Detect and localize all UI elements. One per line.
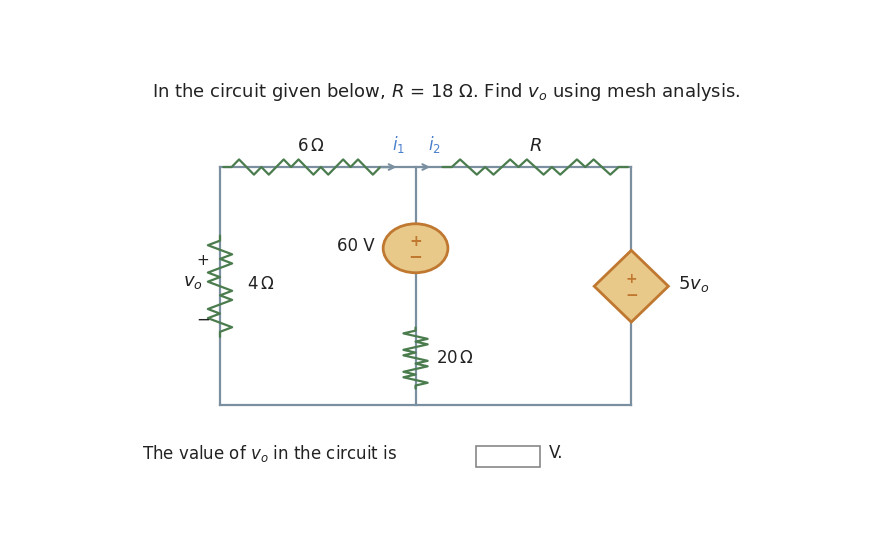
Text: V.: V. [548, 444, 563, 462]
Text: $4\,\Omega$: $4\,\Omega$ [247, 275, 274, 293]
Text: $6\,\Omega$: $6\,\Omega$ [297, 137, 324, 155]
Text: +: + [408, 234, 421, 249]
Text: $5v_o$: $5v_o$ [678, 274, 709, 294]
Text: $i_2$: $i_2$ [428, 134, 441, 155]
Text: In the circuit given below, $R$ = 18 $\Omega$. Find $v_o$ using mesh analysis.: In the circuit given below, $R$ = 18 $\O… [151, 81, 740, 102]
Text: +: + [196, 253, 209, 269]
Text: $20\,\Omega$: $20\,\Omega$ [435, 349, 474, 367]
Text: −: − [196, 311, 209, 329]
FancyBboxPatch shape [475, 447, 540, 467]
Text: $R$: $R$ [528, 137, 541, 155]
Ellipse shape [382, 224, 448, 273]
Text: 60 V: 60 V [337, 237, 375, 255]
Text: +: + [625, 272, 636, 286]
Text: The value of $v_o$ in the circuit is: The value of $v_o$ in the circuit is [143, 443, 397, 464]
Text: −: − [408, 247, 422, 265]
Text: $i_1$: $i_1$ [392, 134, 405, 155]
Text: −: − [624, 288, 637, 303]
Text: $v_o$: $v_o$ [182, 273, 202, 291]
Polygon shape [594, 250, 667, 322]
